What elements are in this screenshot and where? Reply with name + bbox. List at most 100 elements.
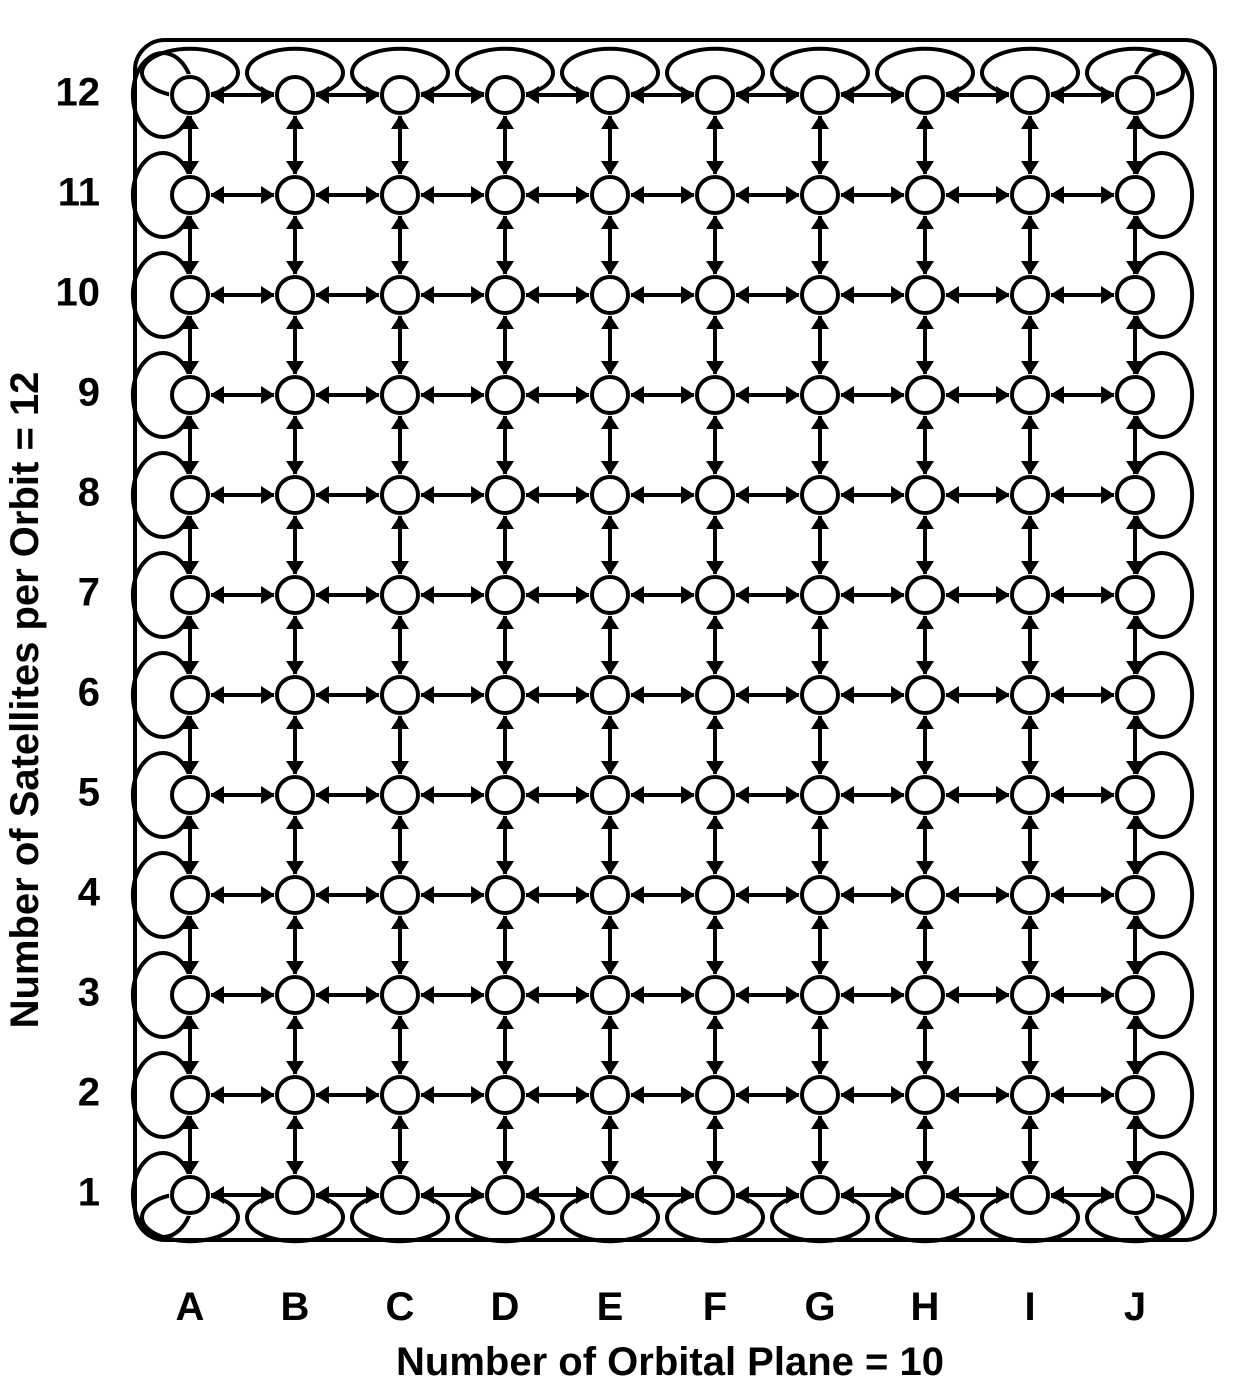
satellite-node [697,877,733,913]
satellite-node [277,277,313,313]
satellite-node [697,1077,733,1113]
satellite-node [382,577,418,613]
x-tick-label: D [491,1285,520,1329]
satellite-node [1012,677,1048,713]
satellite-node [592,777,628,813]
satellite-node [592,877,628,913]
satellite-node [277,477,313,513]
satellite-node [382,1077,418,1113]
satellite-node [907,777,943,813]
satellite-node [1117,777,1153,813]
x-tick-label: F [703,1285,727,1329]
satellite-node [1117,977,1153,1013]
satellite-node [802,777,838,813]
y-tick-label: 11 [58,171,100,215]
satellite-node [487,277,523,313]
satellite-node [907,477,943,513]
x-tick-label: E [597,1285,624,1329]
satellite-node [802,677,838,713]
satellite-node [802,877,838,913]
satellite-node [697,677,733,713]
x-tick-label: C [386,1285,415,1329]
satellite-node [802,577,838,613]
satellite-node [172,177,208,213]
satellite-node [172,677,208,713]
y-tick-label: 10 [56,271,101,315]
y-tick-label: 6 [78,671,100,715]
satellite-node [907,577,943,613]
satellite-node [1117,377,1153,413]
y-tick-label: 3 [78,971,100,1015]
y-tick-label: 7 [78,571,100,615]
satellite-node [382,877,418,913]
satellite-node [592,277,628,313]
satellite-node [382,277,418,313]
satellite-node [1012,277,1048,313]
satellite-node [697,177,733,213]
satellite-node [382,777,418,813]
satellite-node [487,977,523,1013]
satellite-node [382,477,418,513]
y-axis-title: Number of Satellites per Orbit = 12 [3,372,47,1029]
y-tick-label: 8 [78,471,100,515]
satellite-node [172,1177,208,1213]
satellite-node [697,977,733,1013]
satellite-node [382,177,418,213]
satellite-node [172,1077,208,1113]
satellite-node [802,1077,838,1113]
satellite-node [1117,277,1153,313]
satellite-node [487,1077,523,1113]
satellite-node [172,377,208,413]
satellite-node [802,1177,838,1213]
satellite-node [802,177,838,213]
satellite-node [277,777,313,813]
satellite-node [1117,77,1153,113]
x-axis-title: Number of Orbital Plane = 10 [396,1340,944,1384]
satellite-node [907,1077,943,1113]
satellite-node [277,77,313,113]
satellite-node [697,277,733,313]
satellite-node [592,977,628,1013]
satellite-node [907,977,943,1013]
satellite-node [697,377,733,413]
satellite-node [277,1177,313,1213]
satellite-node [277,377,313,413]
x-tick-label: G [804,1285,835,1329]
satellite-node [487,77,523,113]
x-tick-label: H [911,1285,940,1329]
satellite-node [697,777,733,813]
satellite-node [592,577,628,613]
satellite-node [907,77,943,113]
satellite-node [277,177,313,213]
y-tick-label: 12 [56,71,101,115]
satellite-node [1012,877,1048,913]
satellite-node [907,877,943,913]
satellite-node [1012,977,1048,1013]
satellite-node [1117,1177,1153,1213]
satellite-node [907,277,943,313]
satellite-node [802,277,838,313]
satellite-node [277,677,313,713]
satellite-network-diagram: 121110987654321ABCDEFGHIJNumber of Orbit… [0,0,1240,1399]
satellite-node [592,377,628,413]
x-tick-label: J [1124,1285,1146,1329]
satellite-node [907,1177,943,1213]
satellite-node [907,177,943,213]
satellite-node [172,477,208,513]
satellite-node [487,877,523,913]
satellite-node [487,1177,523,1213]
satellite-node [697,477,733,513]
satellite-node [802,977,838,1013]
y-tick-label: 9 [78,371,100,415]
satellite-node [1117,477,1153,513]
satellite-node [487,777,523,813]
satellite-node [697,577,733,613]
satellite-node [802,477,838,513]
satellite-node [592,77,628,113]
satellite-node [1012,777,1048,813]
satellite-node [382,677,418,713]
satellite-node [172,77,208,113]
satellite-node [592,477,628,513]
satellite-node [277,1077,313,1113]
satellite-node [487,677,523,713]
